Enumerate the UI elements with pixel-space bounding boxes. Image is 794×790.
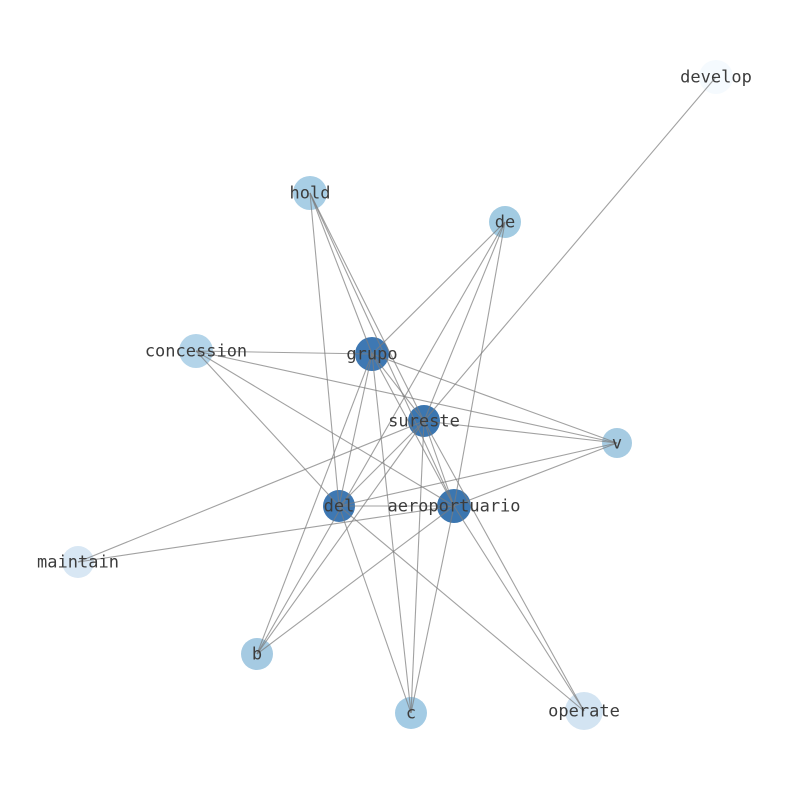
graph-edge-de-grupo <box>371 221 506 355</box>
graph-edge-concession-aeroportuario <box>195 350 455 507</box>
graph-label-c: c <box>406 704 416 724</box>
graph-label-del: del <box>324 497 355 517</box>
graph-edge-de-sureste <box>423 221 506 422</box>
graph-edge-concession-grupo <box>195 350 373 355</box>
graph-edge-c-del <box>338 505 412 714</box>
graph-edge-hold-sureste <box>309 192 425 422</box>
graph-edge-operate-sureste <box>423 420 585 712</box>
graph-edge-develop-sureste <box>423 76 717 422</box>
graph-edge-b-grupo <box>256 353 373 655</box>
graph-label-grupo: grupo <box>346 345 397 365</box>
graph-edge-v-grupo <box>371 353 618 444</box>
graph-edge-concession-del <box>195 350 340 507</box>
graph-label-maintain: maintain <box>37 553 119 573</box>
graph-edge-grupo-sureste <box>371 353 425 422</box>
graph-edge-grupo-aeroportuario <box>371 353 455 507</box>
graph-label-concession: concession <box>145 342 247 362</box>
graph-edge-operate-del <box>338 505 585 712</box>
graph-edge-v-del <box>338 442 618 507</box>
graph-edge-maintain-sureste <box>77 420 425 563</box>
graph-edge-sureste-aeroportuario <box>423 420 455 507</box>
graph-label-develop: develop <box>680 68 752 88</box>
graph-edge-operate-aeroportuario <box>453 505 585 712</box>
graph-label-operate: operate <box>548 702 620 722</box>
graph-edge-hold-aeroportuario <box>309 192 455 507</box>
graph-edge-b-aeroportuario <box>256 505 455 655</box>
graph-edge-v-sureste <box>423 420 618 444</box>
graph-label-b: b <box>252 645 262 665</box>
graph-edge-c-aeroportuario <box>410 505 455 714</box>
graph-edge-maintain-aeroportuario <box>77 505 455 563</box>
graph-label-v: v <box>612 434 622 454</box>
graph-edge-grupo-del <box>338 353 373 507</box>
graph-edge-de-aeroportuario <box>453 221 506 507</box>
graph-label-aeroportuario: aeroportuario <box>387 497 520 517</box>
graph-edge-b-sureste <box>256 420 425 655</box>
graph-edge-sureste-del <box>338 420 425 507</box>
graph-label-hold: hold <box>290 184 331 204</box>
graph-edge-c-grupo <box>371 353 412 714</box>
graph-edge-c-sureste <box>410 420 425 714</box>
graph-label-de: de <box>495 213 515 233</box>
graph-edge-hold-del <box>309 192 340 507</box>
graph-label-sureste: sureste <box>388 412 460 432</box>
graph-edge-concession-v <box>195 350 618 444</box>
graph-edge-v-aeroportuario <box>453 442 618 507</box>
graph-edge-hold-grupo <box>309 192 373 355</box>
